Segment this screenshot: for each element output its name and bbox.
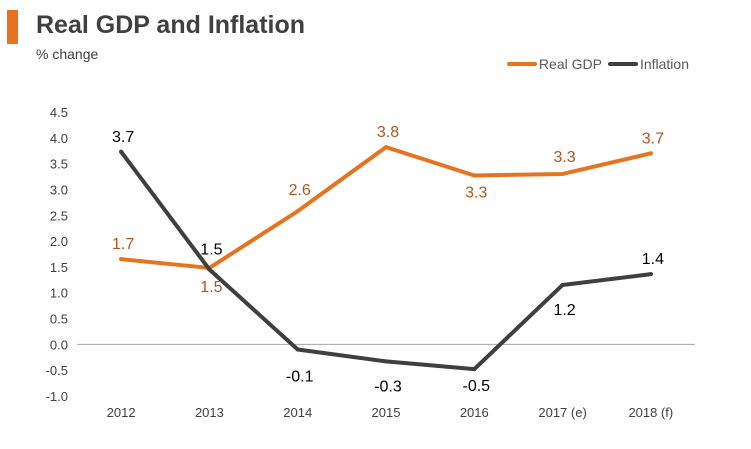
y-tick-label: 2.5	[50, 208, 68, 223]
data-label-gdp: 3.3	[553, 149, 575, 166]
data-point-inflation	[295, 347, 300, 352]
data-point-gdp	[119, 257, 124, 262]
legend-label-gdp: Real GDP	[538, 56, 602, 72]
data-label-inflation: -0.3	[374, 378, 402, 395]
data-label-inflation: 1.4	[642, 251, 664, 268]
data-point-gdp	[295, 209, 300, 214]
x-tick-label: 2018 (f)	[628, 405, 673, 420]
data-label-inflation: 3.7	[112, 129, 134, 146]
y-tick-label: 0.5	[50, 312, 68, 327]
y-tick-label: 3.0	[50, 182, 68, 197]
data-label-gdp: 3.7	[642, 130, 664, 147]
x-tick-label: 2015	[372, 405, 401, 420]
x-tick-label: 2016	[460, 405, 489, 420]
data-label-gdp: 1.5	[200, 279, 222, 296]
data-label-inflation: 1.2	[553, 302, 575, 319]
y-tick-label: 4.0	[50, 131, 68, 146]
data-label-inflation: -0.5	[462, 378, 490, 395]
data-label-gdp: 3.3	[465, 185, 487, 202]
y-tick-label: 0.0	[50, 337, 68, 352]
y-tick-label: 4.5	[50, 105, 68, 120]
x-tick-label: 2017 (e)	[538, 405, 586, 420]
legend-item-gdp: Real GDP	[506, 56, 602, 72]
y-tick-label: 3.5	[50, 157, 68, 172]
y-tick-label: 1.0	[50, 286, 68, 301]
data-point-inflation	[648, 272, 653, 277]
data-label-gdp: 1.7	[112, 236, 134, 253]
legend: Real GDP Inflation	[501, 56, 689, 72]
data-point-inflation	[207, 267, 212, 272]
legend-item-inflation: Inflation	[607, 56, 689, 72]
title-accent-bar	[7, 10, 18, 44]
data-label-gdp: 2.6	[289, 182, 311, 199]
legend-swatch-inflation	[607, 62, 638, 66]
y-tick-label: 2.0	[50, 234, 68, 249]
data-point-gdp	[560, 171, 565, 176]
y-tick-label: 1.5	[50, 260, 68, 275]
chart-subtitle: % change	[36, 46, 99, 62]
data-label-inflation: 1.5	[200, 241, 222, 258]
data-point-inflation	[384, 359, 388, 364]
x-tick-label: 2014	[283, 405, 312, 420]
data-point-gdp	[384, 145, 388, 150]
legend-swatch-gdp	[506, 62, 537, 66]
data-point-inflation	[119, 149, 124, 154]
data-label-gdp: 3.8	[377, 124, 399, 141]
data-point-inflation	[560, 282, 565, 287]
legend-label-inflation: Inflation	[639, 56, 689, 72]
x-tick-label: 2012	[107, 405, 136, 420]
series-line-inflation	[119, 149, 653, 372]
data-label-inflation: -0.1	[286, 369, 314, 386]
chart-title: Real GDP and Inflation	[36, 11, 306, 39]
data-point-inflation	[472, 367, 477, 372]
x-tick-label: 2013	[195, 405, 224, 420]
data-point-gdp	[648, 151, 653, 156]
y-tick-label: -1.0	[46, 389, 68, 404]
data-point-gdp	[472, 173, 477, 178]
y-tick-label: -0.5	[46, 363, 68, 378]
